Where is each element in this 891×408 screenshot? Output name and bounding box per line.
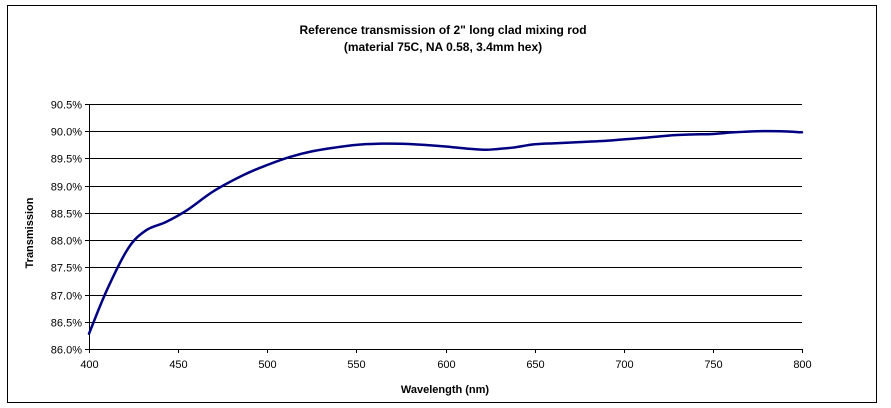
data-point [466,147,468,150]
data-point [601,140,604,142]
data-point [289,156,292,158]
data-point [512,146,515,149]
data-point [145,229,147,232]
x-tick-label: 500 [258,359,276,371]
chart-svg: Reference transmission of 2" long clad m… [24,23,812,396]
data-point [756,130,759,133]
x-axis-title: Wavelength (nm) [401,384,490,396]
y-axis-title: Transmission [24,197,36,268]
data-point [186,209,188,211]
data-point [266,164,269,166]
data-point [483,148,486,151]
data-point [164,221,167,223]
data-point [376,142,379,145]
data-point [733,131,736,134]
data-point [712,133,714,135]
chart-area: Reference transmission of 2" long clad m… [7,5,877,403]
x-tick-label: 750 [704,359,722,371]
axes [85,104,803,353]
y-tick-label: 86.5% [51,318,82,330]
x-tick-label: 650 [526,359,544,371]
data-point [444,145,447,148]
data-point [334,146,336,149]
chart-title: Reference transmission of 2" long clad m… [299,23,586,37]
data-point [555,142,557,144]
x-tick-label: 400 [80,359,98,371]
data-point [88,332,90,335]
y-tick-label: 88.0% [51,236,82,248]
data-point [311,150,313,153]
series-layer [87,129,804,336]
x-tick-label: 450 [169,359,187,371]
y-tick-label: 90.5% [51,100,82,112]
y-tick-label: 87.0% [51,291,82,303]
y-tick-label: 89.0% [51,182,82,194]
y-tick-label: 90.0% [51,127,82,139]
data-point [578,141,580,143]
y-tick-label: 88.5% [51,209,82,221]
data-point [667,134,670,137]
data-point [355,144,358,146]
data-point [400,142,402,145]
data-point [644,136,646,139]
gridlines [89,104,802,350]
transmission-series-line [87,129,804,336]
x-tick-label: 800 [793,359,811,371]
data-point [779,130,782,133]
data-point [690,133,693,136]
x-tick-label: 600 [437,359,455,371]
y-tick-labels: 86.0% 86.5% 87.0% 87.5% 88.0% 88.5% 89.0% 89.5%… [51,100,82,357]
data-point [533,143,536,146]
x-tick-label: 550 [347,359,365,371]
x-tick-labels: 400 450 500 550 600 650 700 750 800 [80,359,811,371]
y-tick-label: 86.0% [51,345,82,357]
data-point [106,289,108,292]
data-point [622,138,625,141]
data-point [423,144,425,146]
chart-subtitle: (material 75C, NA 0.58, 3.4mm hex) [344,40,542,54]
data-point [212,190,215,192]
data-point [494,148,497,150]
x-tick-label: 700 [615,359,633,371]
data-point [127,247,130,250]
y-tick-label: 89.5% [51,154,82,166]
data-point [801,131,803,134]
y-tick-label: 87.5% [51,263,82,275]
data-point [243,173,245,176]
